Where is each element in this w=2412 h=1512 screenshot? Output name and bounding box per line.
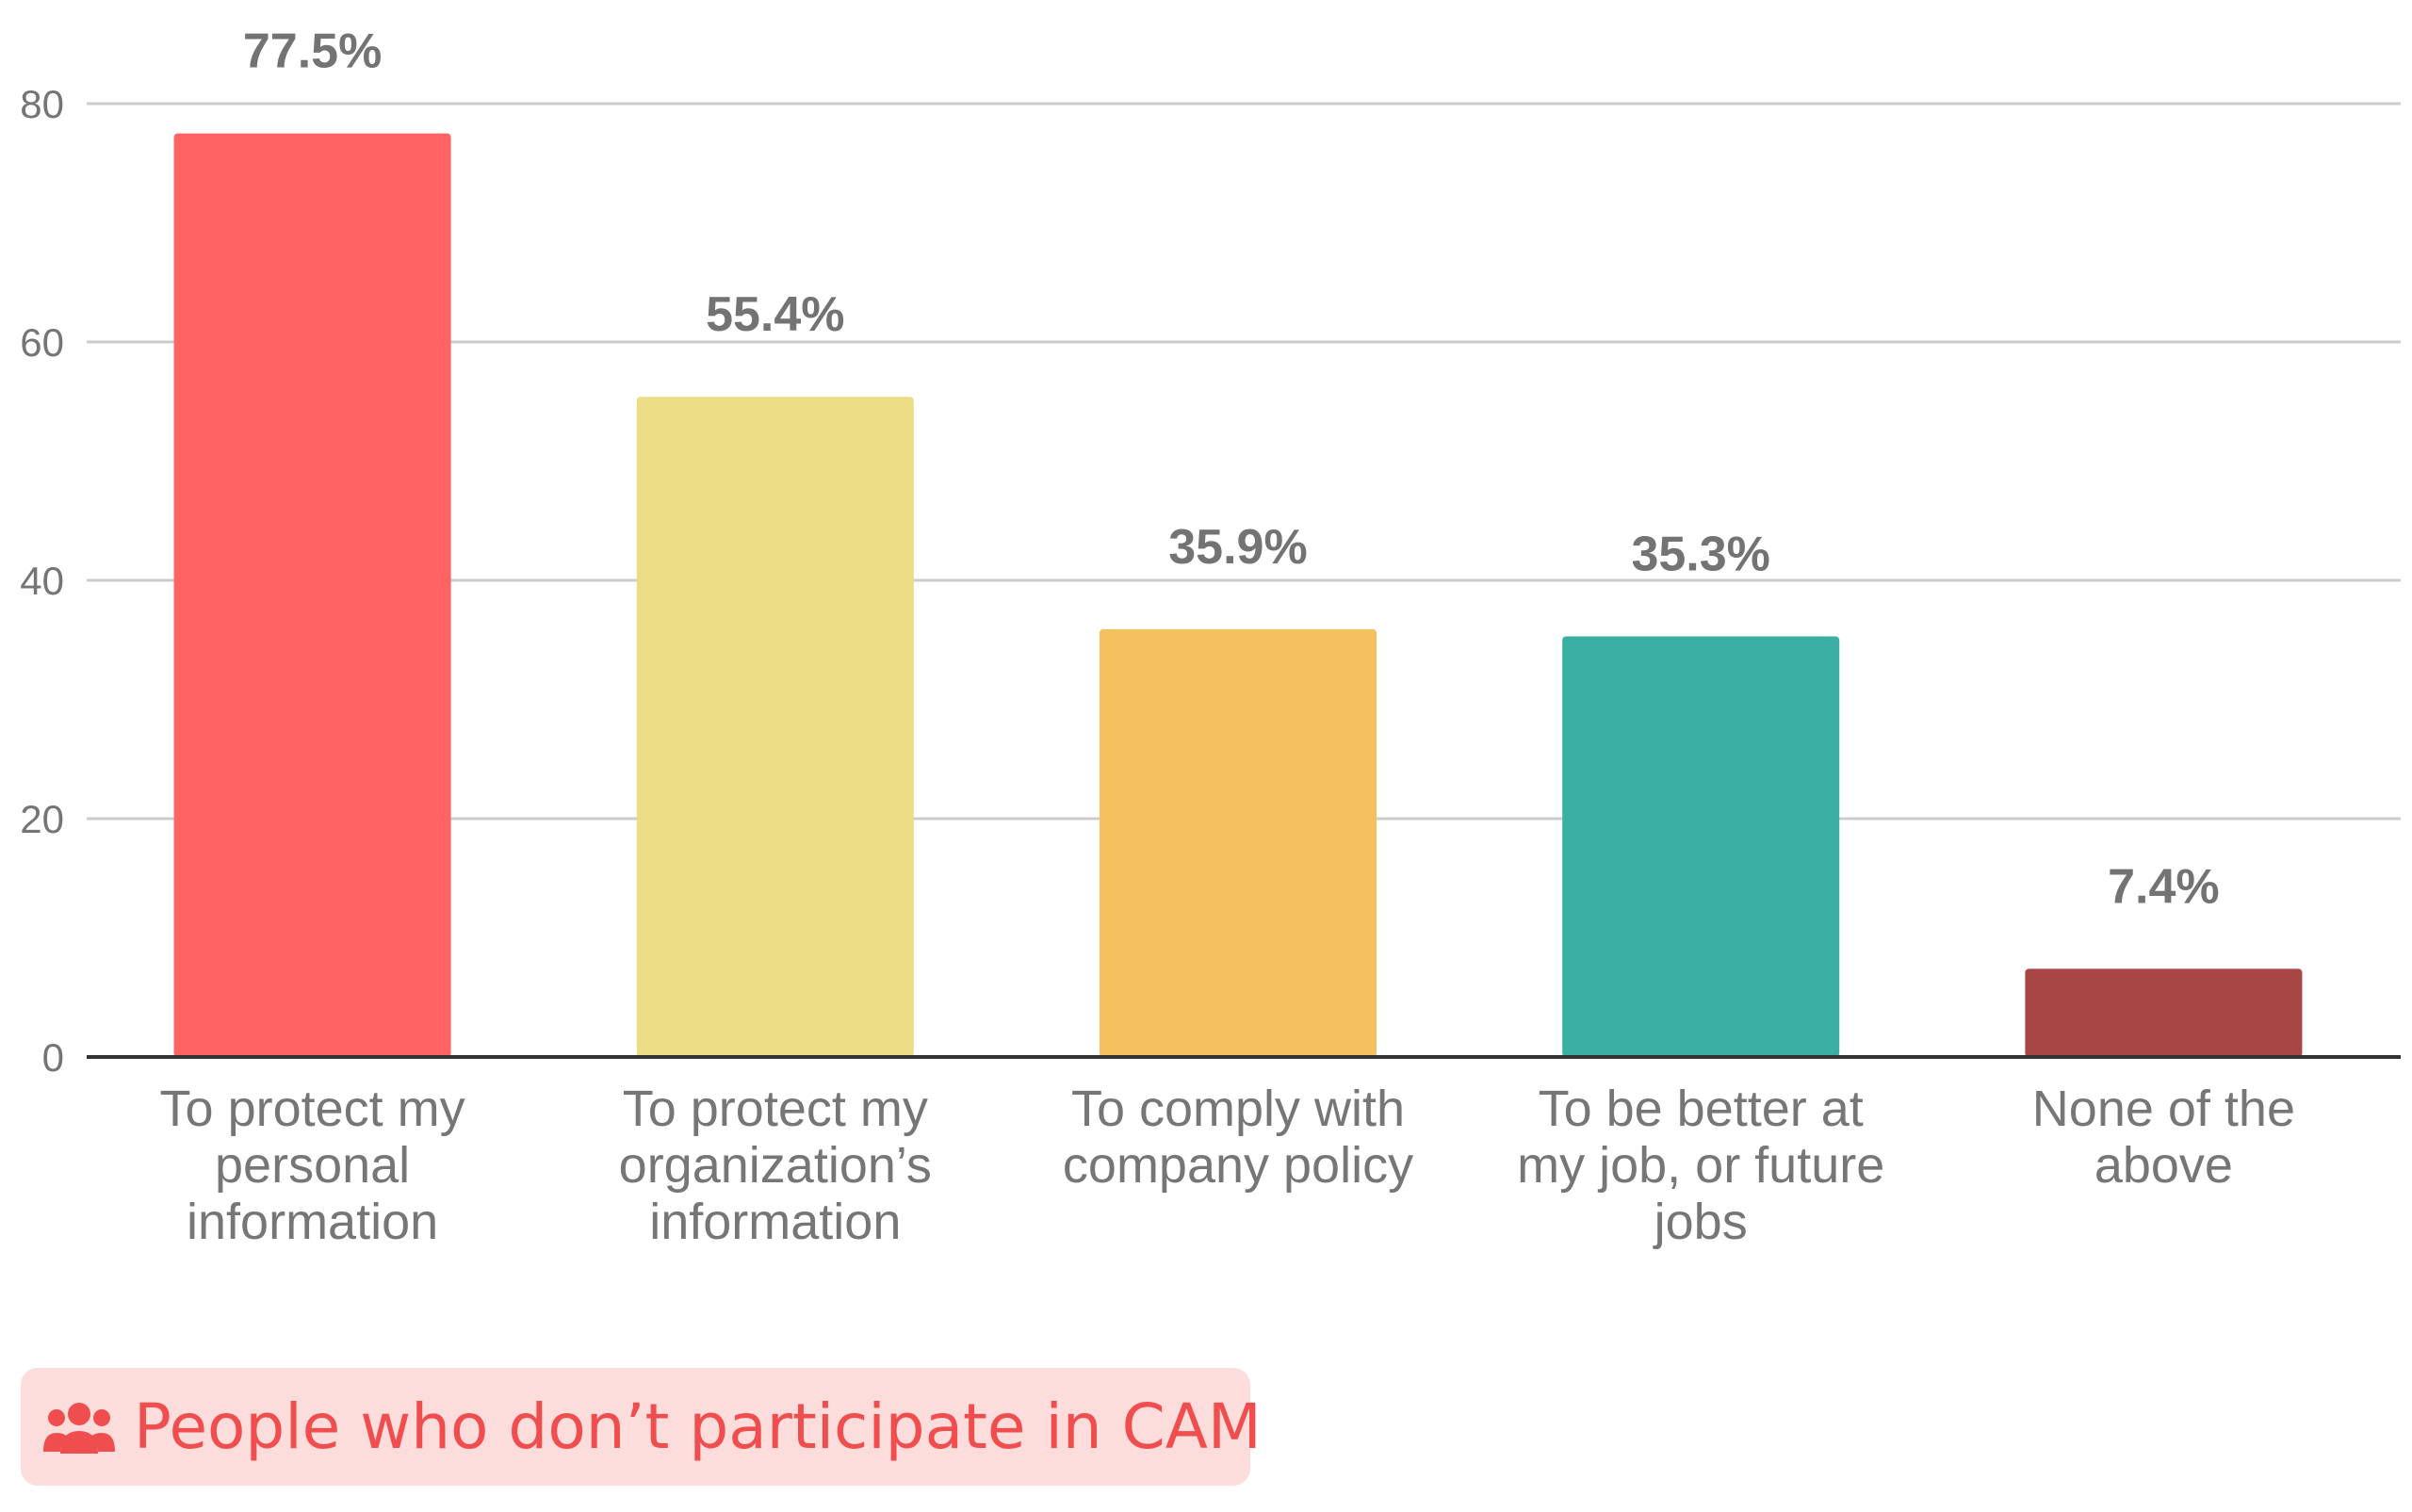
data-label: 35.9% — [1168, 520, 1307, 575]
data-label: 35.3% — [1631, 527, 1769, 581]
data-label: 55.4% — [706, 287, 844, 342]
x-axis-labels: To protect my personal information To prote… — [160, 1081, 2295, 1250]
y-tick-label: 0 — [42, 1035, 64, 1080]
y-axis-ticks: 0 20 40 60 80 — [20, 82, 64, 1080]
bar — [2025, 968, 2303, 1057]
bar — [636, 397, 914, 1057]
bar — [1100, 628, 1377, 1057]
x-tick-label: To be better at my job, or future jobs — [1517, 1081, 1884, 1250]
data-labels: 77.5% 55.4% 35.9% 35.3% 7.4% — [243, 24, 2220, 915]
data-label: 77.5% — [243, 24, 382, 79]
bars — [173, 133, 2303, 1057]
x-tick-label: To comply with company policy — [1063, 1081, 1413, 1194]
y-tick-label: 60 — [20, 320, 64, 365]
x-tick-label: To protect my personal information — [160, 1081, 465, 1250]
data-label: 7.4% — [2108, 859, 2220, 914]
y-tick-label: 20 — [20, 797, 64, 841]
legend: People who don’t participate in CAM — [21, 1368, 1262, 1486]
bar-chart: 0 20 40 60 80 77.5% 55.4% 35.9% 35.3% 7.4% To pr… — [20, 24, 2401, 1250]
bar — [1562, 636, 1840, 1057]
people-group-icon — [43, 1399, 115, 1455]
x-tick-label: None of the above — [2032, 1081, 2295, 1194]
y-tick-label: 40 — [20, 559, 64, 603]
bar — [173, 133, 451, 1057]
x-tick-label: To protect my organization’s information — [619, 1081, 932, 1250]
legend-label: People who don’t participate in CAM — [134, 1390, 1262, 1463]
y-tick-label: 80 — [20, 82, 64, 126]
